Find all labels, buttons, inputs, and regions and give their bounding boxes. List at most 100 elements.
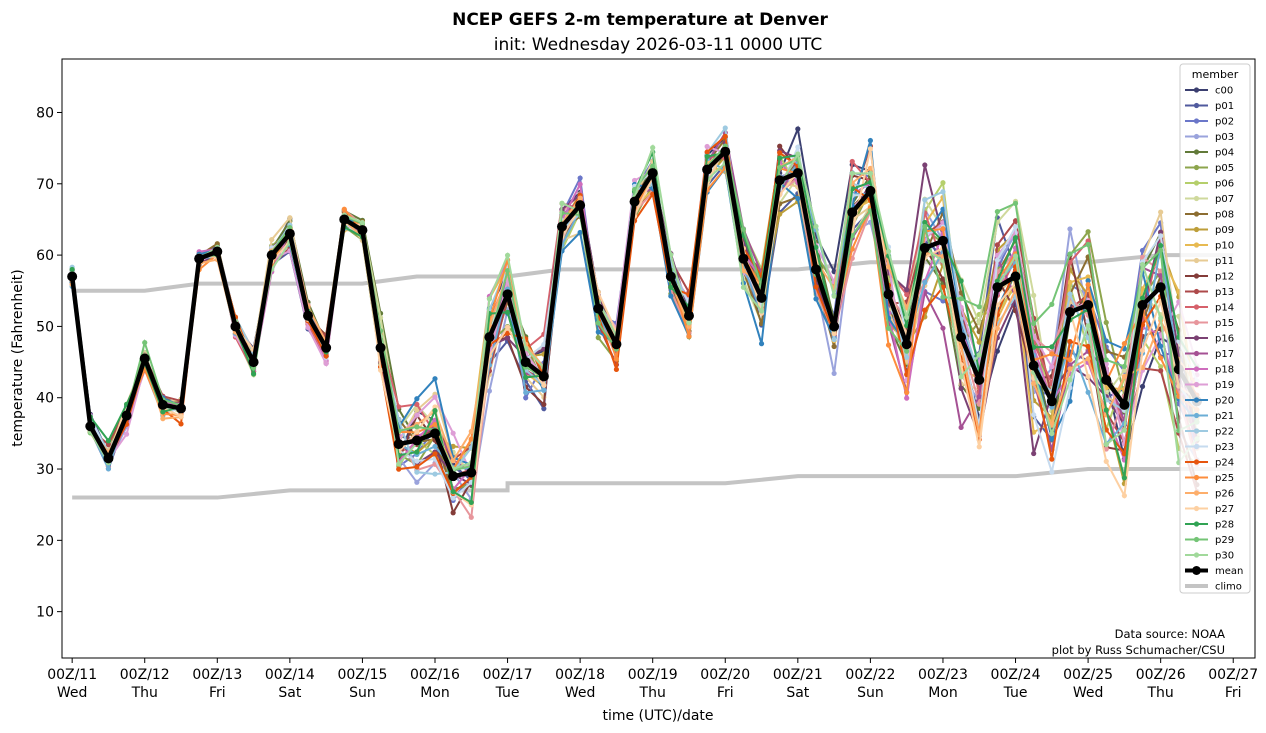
point-p24-30	[613, 366, 620, 373]
x-tick-label-12: 00Z/23	[918, 667, 968, 683]
point-p20-29	[595, 329, 601, 335]
legend-label-p20: p20	[1215, 396, 1234, 407]
point-mean-24	[502, 289, 513, 300]
point-p29-46	[904, 348, 910, 354]
legend-marker-p09	[1193, 226, 1200, 233]
point-mean-23	[484, 332, 495, 343]
point-p17-49	[958, 424, 964, 431]
legend-marker-p10	[1193, 242, 1200, 248]
x-tick-label-7: 00Z/18	[555, 667, 605, 683]
point-p16-24	[504, 335, 511, 341]
point-p22-48	[940, 189, 946, 195]
point-p28-54	[1049, 344, 1055, 350]
point-p28-19	[414, 449, 420, 455]
point-p25-46	[904, 389, 910, 396]
point-p17-50	[976, 393, 982, 400]
legend-entry-p18: p18	[1185, 365, 1234, 376]
point-p28-2	[105, 438, 112, 444]
point-p19-3	[123, 431, 130, 437]
x-tick-label-13: 00Z/24	[991, 667, 1041, 683]
point-p19-31	[631, 177, 638, 184]
legend-label-p09: p09	[1215, 225, 1234, 236]
point-p28-52	[1012, 235, 1019, 241]
point-mean-37	[738, 253, 749, 264]
point-p27-50	[976, 444, 982, 450]
point-p28-20	[432, 408, 438, 414]
legend-entry-p10: p10	[1185, 241, 1234, 252]
point-p28-35	[704, 153, 710, 160]
point-p27-44	[867, 146, 873, 152]
point-p30-54	[1049, 430, 1055, 437]
point-p22-42	[831, 336, 837, 343]
point-mean-16	[357, 225, 368, 236]
point-mean-30	[611, 339, 622, 350]
legend-entry-p26: p26	[1185, 489, 1234, 500]
point-p25-30	[613, 356, 620, 362]
point-p24-20	[432, 451, 438, 457]
point-p19-54	[1049, 364, 1055, 370]
point-p30-38	[758, 308, 765, 314]
x-tick-label-6: 00Z/17	[483, 667, 533, 683]
legend-label-p02: p02	[1215, 117, 1234, 128]
point-p25-34	[686, 333, 692, 339]
point-p24-47	[922, 307, 928, 313]
legend-entry-p16: p16	[1185, 334, 1234, 345]
point-mean-21	[448, 471, 459, 482]
credit-annotation: plot by Russ Schumacher/CSU	[1052, 643, 1225, 657]
x-tick-day-13: Tue	[1003, 685, 1028, 701]
legend-items: c00 p01 p02 p03 p04 p05 p06 p07 p08 p09 p10 p11 p12 p…	[1185, 86, 1243, 593]
legend-entry-p19: p19	[1185, 380, 1234, 391]
point-p30-42	[831, 293, 837, 299]
point-p29-55	[1067, 251, 1073, 257]
point-p24-14	[323, 353, 329, 359]
point-p29-50	[976, 304, 982, 310]
point-p29-58	[1121, 363, 1127, 369]
legend-label-mean: mean	[1215, 566, 1243, 577]
point-p30-49	[958, 374, 964, 380]
point-mean-3	[121, 410, 132, 421]
y-tick-label-70: 70	[36, 177, 54, 193]
x-axis-label: time (UTC)/date	[602, 708, 713, 724]
point-p24-35	[704, 149, 710, 155]
point-p30-60	[1158, 315, 1164, 321]
legend-entry-p30: p30	[1185, 551, 1234, 562]
point-mean-60	[1155, 282, 1166, 293]
legend-marker-p06	[1193, 180, 1200, 186]
point-p11-46	[904, 358, 910, 364]
point-p29-37	[740, 226, 747, 232]
point-p29-4	[142, 339, 148, 346]
mean-layer	[67, 146, 1202, 482]
point-mean-12	[284, 228, 295, 239]
point-mean-13	[303, 310, 314, 321]
point-p27-42	[831, 330, 837, 337]
point-p20-56	[1085, 278, 1091, 284]
legend-marker-p19	[1193, 381, 1200, 388]
x-tick-day-0: Wed	[57, 685, 88, 701]
point-p30-16	[359, 219, 366, 226]
x-tick-day-3: Sat	[278, 685, 301, 701]
legend-entry-p13: p13	[1185, 287, 1234, 298]
point-p11-60	[1158, 209, 1164, 215]
point-mean-52	[1010, 271, 1021, 282]
data-source-annotation: Data source: NOAA	[1115, 627, 1225, 641]
point-p30-59	[1139, 261, 1146, 268]
point-mean-31	[629, 196, 640, 207]
point-p20-20	[432, 376, 438, 382]
point-p27-6	[178, 413, 184, 419]
legend-label-p18: p18	[1215, 365, 1234, 376]
legend-entry-mean: mean	[1185, 566, 1243, 577]
legend-marker-p15	[1193, 319, 1200, 326]
point-p17-60	[1158, 273, 1164, 279]
point-mean-20	[429, 428, 440, 439]
point-p19-21	[450, 430, 456, 436]
point-p20-60	[1158, 343, 1164, 349]
point-mean-25	[520, 357, 531, 368]
point-p30-18	[396, 461, 402, 467]
legend-marker-p12	[1193, 273, 1200, 279]
point-mean-55	[1064, 307, 1075, 318]
point-p08-8	[214, 241, 220, 247]
y-tick-label-20: 20	[36, 533, 54, 549]
legend-marker-p03	[1193, 133, 1200, 140]
point-p09-39	[777, 211, 783, 217]
legend-label-c00: c00	[1215, 86, 1233, 97]
